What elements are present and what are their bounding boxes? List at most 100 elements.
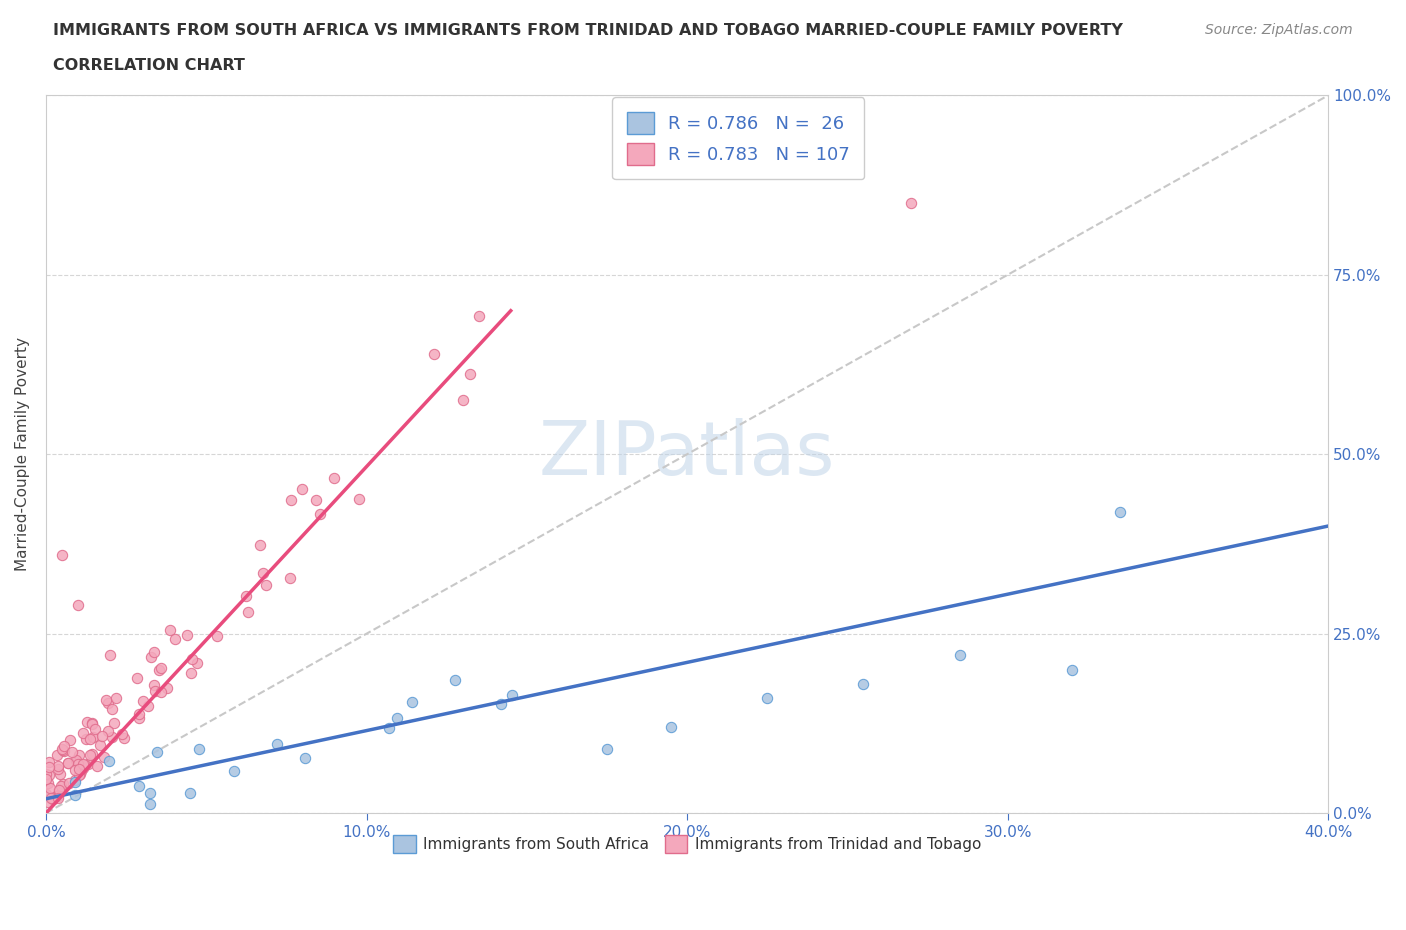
Point (401, 695, 423, 710)
Point (82, 747, 104, 762)
Point (49, 766, 72, 781)
Point (72, 761, 94, 776)
Point (254, 578, 277, 592)
Point (53, 739, 76, 754)
Point (139, 649, 162, 664)
Point (323, 471, 346, 485)
Point (63, 763, 86, 777)
Legend: Immigrants from South Africa, Immigrants from Trinidad and Tobago: Immigrants from South Africa, Immigrants… (387, 829, 987, 859)
Point (235, 589, 257, 604)
Point (70, 760, 93, 775)
Point (58, 776, 80, 790)
Point (89, 737, 111, 752)
Point (77, 757, 100, 772)
Point (156, 681, 179, 696)
Point (252, 565, 274, 580)
Point (38, 780, 60, 795)
Point (900, 195, 922, 210)
Point (159, 622, 181, 637)
Point (35, 767, 58, 782)
Point (112, 730, 135, 745)
Point (238, 604, 260, 619)
Point (150, 660, 173, 675)
Point (52, 743, 75, 758)
Point (66, 598, 89, 613)
Point (148, 662, 170, 677)
Point (38, 754, 60, 769)
Point (143, 644, 166, 659)
Point (56, 756, 79, 771)
Point (80, 717, 103, 732)
Point (111, 727, 134, 742)
Point (294, 751, 316, 765)
Point (45, 789, 67, 804)
Point (51, 548, 73, 563)
Point (73, 757, 96, 772)
Point (136, 698, 159, 713)
Point (86, 759, 108, 774)
Point (385, 711, 408, 725)
Point (98, 753, 121, 768)
Text: Source: ZipAtlas.com: Source: ZipAtlas.com (1205, 23, 1353, 37)
Point (51, 741, 73, 756)
Point (266, 737, 288, 751)
Point (128, 778, 150, 793)
Point (59, 733, 82, 748)
Point (224, 764, 246, 778)
Point (69, 766, 91, 781)
Point (84, 722, 107, 737)
Point (38, 760, 60, 775)
Point (249, 538, 271, 552)
Point (756, 691, 779, 706)
Point (48, 782, 70, 797)
Point (378, 721, 401, 736)
Point (46, 748, 69, 763)
Point (127, 671, 149, 685)
Point (132, 693, 155, 708)
Point (101, 701, 124, 716)
Point (1060, 662, 1083, 677)
Point (65, 775, 87, 790)
Point (67, 748, 90, 763)
Point (146, 744, 169, 759)
Point (69, 764, 91, 778)
Point (205, 629, 228, 644)
Point (80, 716, 103, 731)
Point (46, 789, 69, 804)
Point (65, 773, 87, 788)
Y-axis label: Married-Couple Family Poverty: Married-Couple Family Poverty (15, 338, 30, 571)
Point (443, 673, 465, 688)
Point (37, 776, 59, 790)
Point (67, 768, 90, 783)
Point (37, 794, 59, 809)
Point (128, 711, 150, 725)
Point (489, 697, 512, 711)
Point (35, 787, 58, 802)
Point (75, 732, 97, 747)
Point (79, 731, 101, 746)
Point (422, 346, 444, 361)
Point (65, 752, 87, 767)
Point (181, 651, 204, 666)
Point (46, 788, 69, 803)
Point (128, 707, 150, 722)
Point (46, 761, 69, 776)
Point (105, 690, 128, 705)
Point (948, 648, 970, 663)
Point (66, 757, 89, 772)
Point (41, 791, 63, 806)
Point (176, 628, 198, 643)
Point (97, 724, 120, 738)
Point (468, 309, 491, 324)
Point (458, 366, 481, 381)
Point (309, 507, 332, 522)
Point (67, 761, 90, 776)
Point (280, 493, 302, 508)
Point (188, 741, 211, 756)
Point (97, 696, 120, 711)
Point (291, 482, 314, 497)
Point (39, 790, 62, 805)
Point (63, 788, 86, 803)
Point (278, 571, 301, 586)
Point (56, 756, 79, 771)
